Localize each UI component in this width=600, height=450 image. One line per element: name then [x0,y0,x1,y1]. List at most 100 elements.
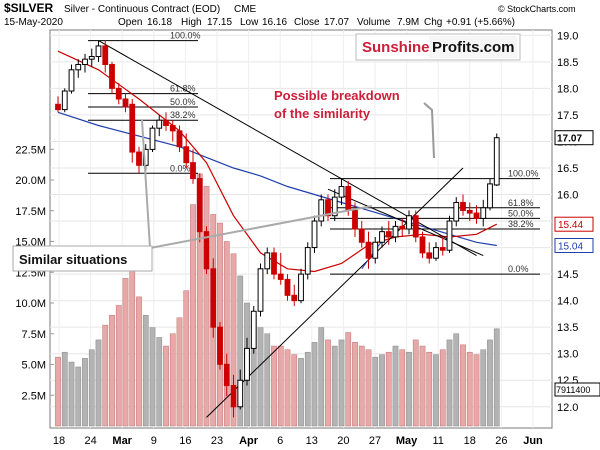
volume-bar [55,356,61,427]
candle-body [115,87,122,100]
high-label: High [181,17,202,28]
volume-bar [142,315,149,427]
candle-body [244,347,250,381]
volume-bar [298,358,304,427]
candles [55,40,500,418]
candle-body [169,125,176,132]
breakdown-callout-line [423,102,435,159]
volume-bar [365,349,372,427]
date-tick-label: 9 [151,435,157,447]
candle-body [385,231,392,238]
volume-bar [257,327,264,427]
chart-symbol: $SILVER [4,1,53,15]
low-value: 16.16 [262,17,287,28]
candle-body [129,103,136,153]
volume-bar [190,204,196,427]
candle-body [304,247,311,275]
volume-bar [169,333,176,427]
chart-watermark: © StockCharts.com [498,4,576,14]
volume-bar [331,345,338,427]
last-close-badge: 17.07 [554,130,594,146]
candle-body [412,215,419,238]
chart-date: 15-May-2020 [4,17,63,28]
volume-bar [291,354,298,427]
price-tick-label: 16.0 [557,190,578,202]
candle-body [203,231,210,270]
volume-bar [493,328,500,427]
volume-bar [412,339,419,427]
candle-body [271,252,277,275]
candle-body [453,201,460,222]
price-tick-label: 16.5 [557,163,578,175]
volume-bar [480,349,487,427]
fib-label-right: 61.8% [508,198,534,208]
date-tick-label: 24 [84,435,96,447]
volume-tick-label: 7.5M [22,329,46,341]
candle-body [399,225,406,230]
price-tick-label: 14.5 [557,269,578,281]
candle-body [493,137,500,186]
candle-body [311,220,318,249]
volume-bar [102,324,109,427]
candle-body [392,225,399,238]
fib-label-right: 50.0% [508,208,534,218]
volume-bar [88,349,95,427]
candle-body [176,130,183,148]
candle-body [406,215,412,230]
chart-exchange: CME [234,4,257,15]
volume-bar [352,342,358,427]
candle-body [250,310,257,349]
logo-profits: Profits.com [432,39,515,56]
volume-bar [230,253,237,427]
volume-bar [156,337,163,427]
volume-bar [399,349,406,427]
candle-body [352,209,358,230]
date-tick-label: 18 [53,435,65,447]
date-tick-label: 23 [211,435,223,447]
channel-line [327,188,484,256]
date-tick-label: May [396,435,418,447]
volume-bar [75,366,82,427]
candle-body [298,273,304,302]
volume-bar [385,351,392,427]
volume-bar [149,327,156,427]
volume-bar [439,349,446,427]
date-tick-label: 26 [495,435,507,447]
volume-bar [358,345,365,427]
date-tick-label: Apr [239,435,259,447]
candle-body [75,63,82,71]
logo-sunshine: Sunshine [362,39,430,56]
annotation-breakdown-line1: Possible breakdown [274,88,400,103]
volume-bar [433,354,439,427]
volume-bar [426,351,433,427]
candle-body [264,252,271,270]
volume-badge: 7911400 [554,382,600,397]
chart-description: Silver - Continuous Contract (EOD) [64,4,220,15]
price-tick-label: 13.0 [557,349,578,361]
volume-bar [183,290,190,427]
annotation-breakdown-line2: of the similarity [274,106,371,121]
date-tick-label: 20 [337,435,349,447]
candle-body [88,56,95,60]
volume-bar [284,349,291,427]
volume-bar [264,333,271,427]
candle-body [61,90,68,111]
open-label: Open [118,17,142,28]
similar-callout-right [149,205,373,249]
volume-bar [311,342,318,427]
date-tick-label: Mar [112,435,132,447]
volume-bar [392,345,399,427]
candle-body [439,247,446,251]
candle-body [325,199,331,217]
price-tick-label: 12.0 [557,402,578,414]
candle-body [331,196,338,217]
date-tick-label: 18 [464,435,476,447]
candle-body [358,228,365,243]
volume-bar [406,351,412,427]
candle-body [466,209,473,214]
volume-bar [487,339,493,427]
price-tick-label: 17.5 [557,110,578,122]
price-tick-label: 18.5 [557,57,578,69]
fib-label-left: 50.0% [170,97,196,107]
